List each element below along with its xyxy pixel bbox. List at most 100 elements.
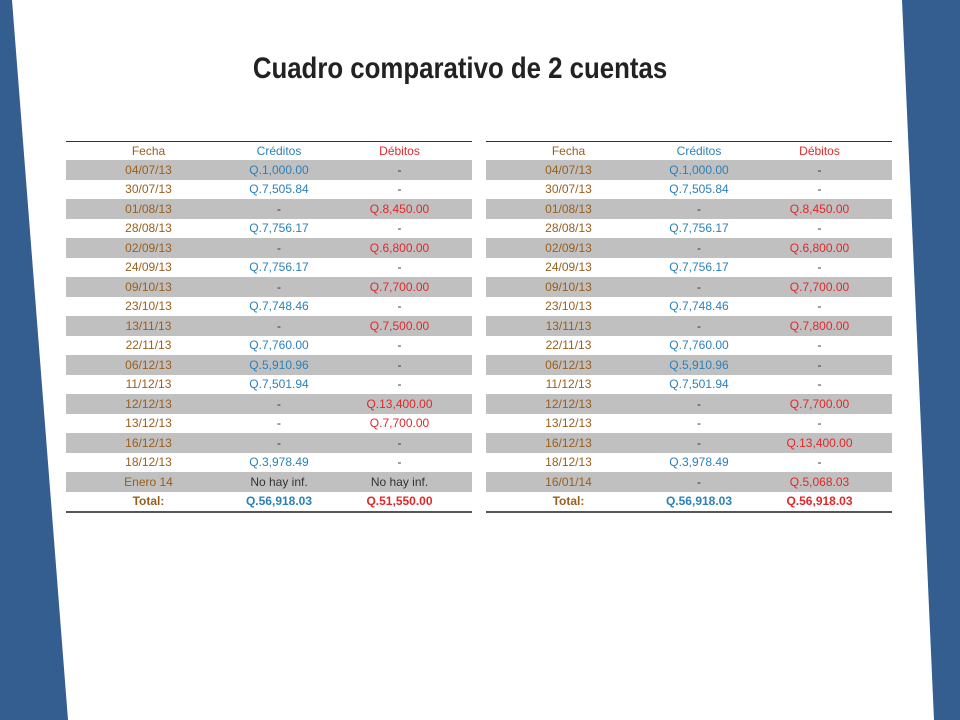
table-row: Enero 14 No hay inf. No hay inf.: [66, 472, 472, 492]
column-header-fecha: Fecha: [551, 144, 586, 158]
debitos-cell: -: [817, 416, 822, 431]
creditos-cell: Q.3,978.49: [249, 455, 309, 470]
table-row: 16/01/14- Q.5,068.03: [486, 472, 892, 492]
fecha-cell: 12/12/13: [486, 394, 651, 414]
fecha-cell: 01/08/13: [486, 199, 651, 219]
creditos-cell: -: [231, 238, 327, 258]
creditos-cell: Q.7,756.17: [249, 260, 309, 275]
fecha-cell: 02/09/13: [66, 238, 231, 258]
account-table-2: Fecha Créditos Débitos 04/07/13 Q.1,000.00-…: [486, 141, 892, 513]
creditos-cell: -: [651, 316, 747, 336]
debitos-cell: -: [817, 182, 822, 197]
table-row: 16/12/13- -: [66, 433, 472, 453]
creditos-cell: -: [651, 433, 747, 453]
creditos-cell: Q.3,978.49: [669, 455, 729, 470]
fecha-cell: 06/12/13: [66, 355, 231, 375]
fecha-cell: 13/12/13: [545, 416, 592, 431]
total-fecha-cell: Total:: [66, 491, 231, 513]
table-row: 11/12/13 Q.7,501.94 -: [486, 375, 892, 395]
table-body: 04/07/13 Q.1,000.00-30/07/13 Q.7,505.84-01…: [66, 160, 472, 513]
debitos-cell: -: [327, 355, 472, 375]
creditos-cell: -: [697, 416, 701, 431]
fecha-cell: 09/10/13: [66, 277, 231, 297]
table-row: 22/11/13 Q.7,760.00 -: [486, 336, 892, 356]
fecha-cell: 04/07/13: [486, 160, 651, 180]
creditos-cell: Q.1,000.00: [231, 160, 327, 180]
debitos-cell: -: [397, 260, 402, 275]
debitos-cell: -: [397, 377, 402, 392]
fecha-cell: 13/12/13: [125, 416, 172, 431]
fecha-cell: 23/10/13: [125, 299, 172, 314]
table-row: 23/10/13 Q.7,748.46 -: [486, 297, 892, 317]
debitos-cell: Q.7,700.00: [747, 394, 892, 414]
debitos-cell: -: [747, 355, 892, 375]
table-row: 12/12/13- Q.13,400.00: [66, 394, 472, 414]
table-row: 16/12/13- Q.13,400.00: [486, 433, 892, 453]
table-row: 06/12/13 Q.5,910.96-: [486, 355, 892, 375]
creditos-cell: Q.7,760.00: [249, 338, 309, 353]
creditos-cell: Q.7,756.17: [669, 221, 729, 236]
creditos-cell: Q.5,910.96: [651, 355, 747, 375]
total-debitos-cell: Q.56,918.03: [747, 491, 892, 513]
fecha-cell: 24/09/13: [125, 260, 172, 275]
debitos-cell: -: [817, 221, 822, 236]
creditos-cell: -: [231, 277, 327, 297]
fecha-cell: 24/09/13: [545, 260, 592, 275]
table-row: 13/12/13 - Q.7,700.00: [66, 414, 472, 434]
table-row: 11/12/13 Q.7,501.94 -: [66, 375, 472, 395]
creditos-cell: Q.7,501.94: [669, 377, 729, 392]
fecha-cell: 18/12/13: [125, 455, 172, 470]
debitos-cell: Q.7,500.00: [327, 316, 472, 336]
debitos-cell: -: [817, 299, 822, 314]
table-row: 18/12/13 Q.3,978.49 -: [66, 453, 472, 473]
fecha-cell: 16/12/13: [486, 433, 651, 453]
right-blue-band: [902, 0, 960, 720]
table-body: 04/07/13 Q.1,000.00-30/07/13 Q.7,505.84-01…: [486, 160, 892, 513]
fecha-cell: 18/12/13: [545, 455, 592, 470]
account-table-1: Fecha Créditos Débitos 04/07/13 Q.1,000.00-…: [66, 141, 472, 513]
debitos-cell: Q.7,700.00: [369, 416, 430, 431]
column-header-debitos: Débitos: [379, 144, 420, 158]
creditos-cell: -: [231, 199, 327, 219]
table-row: 09/10/13- Q.7,700.00: [486, 277, 892, 297]
table-row: 13/11/13- Q.7,500.00: [66, 316, 472, 336]
total-creditos-cell: Q.56,918.03: [651, 491, 747, 513]
total-row: Total: Q.56,918.03 Q.51,550.00: [66, 491, 472, 513]
total-fecha-cell: Total:: [486, 491, 651, 513]
total-creditos-cell: Q.56,918.03: [231, 491, 327, 513]
debitos-cell: -: [397, 182, 402, 197]
creditos-cell: Q.7,756.17: [249, 221, 309, 236]
debitos-cell: -: [747, 160, 892, 180]
fecha-cell: 30/07/13: [545, 182, 592, 197]
fecha-cell: 23/10/13: [545, 299, 592, 314]
table-row: 01/08/13- Q.8,450.00: [486, 199, 892, 219]
debitos-cell: Q.7,700.00: [747, 277, 892, 297]
table-row: 06/12/13 Q.5,910.96-: [66, 355, 472, 375]
left-blue-band: [0, 0, 68, 720]
creditos-cell: Q.5,910.96: [231, 355, 327, 375]
fecha-cell: 22/11/13: [545, 338, 592, 353]
debitos-cell: Q.8,450.00: [327, 199, 472, 219]
debitos-cell: -: [327, 433, 472, 453]
table-row: 12/12/13- Q.7,700.00: [486, 394, 892, 414]
fecha-cell: 16/12/13: [66, 433, 231, 453]
creditos-cell: -: [651, 277, 747, 297]
debitos-cell: -: [397, 221, 402, 236]
table-row: 30/07/13 Q.7,505.84 -: [66, 180, 472, 200]
creditos-cell: -: [651, 199, 747, 219]
debitos-cell: -: [817, 455, 822, 470]
debitos-cell: Q.13,400.00: [747, 433, 892, 453]
debitos-cell: Q.6,800.00: [327, 238, 472, 258]
creditos-cell: -: [651, 238, 747, 258]
table-row: 24/09/13 Q.7,756.17 -: [486, 258, 892, 278]
page-title: Cuadro comparativo de 2 cuentas: [252, 52, 668, 85]
table-row: 28/08/13 Q.7,756.17 -: [486, 219, 892, 239]
fecha-cell: 28/08/13: [545, 221, 592, 236]
debitos-cell: -: [817, 377, 822, 392]
fecha-cell: 06/12/13: [486, 355, 651, 375]
creditos-cell: Q.7,748.46: [249, 299, 309, 314]
fecha-cell: 02/09/13: [486, 238, 651, 258]
creditos-cell: -: [231, 316, 327, 336]
table-row: 13/11/13- Q.7,800.00: [486, 316, 892, 336]
